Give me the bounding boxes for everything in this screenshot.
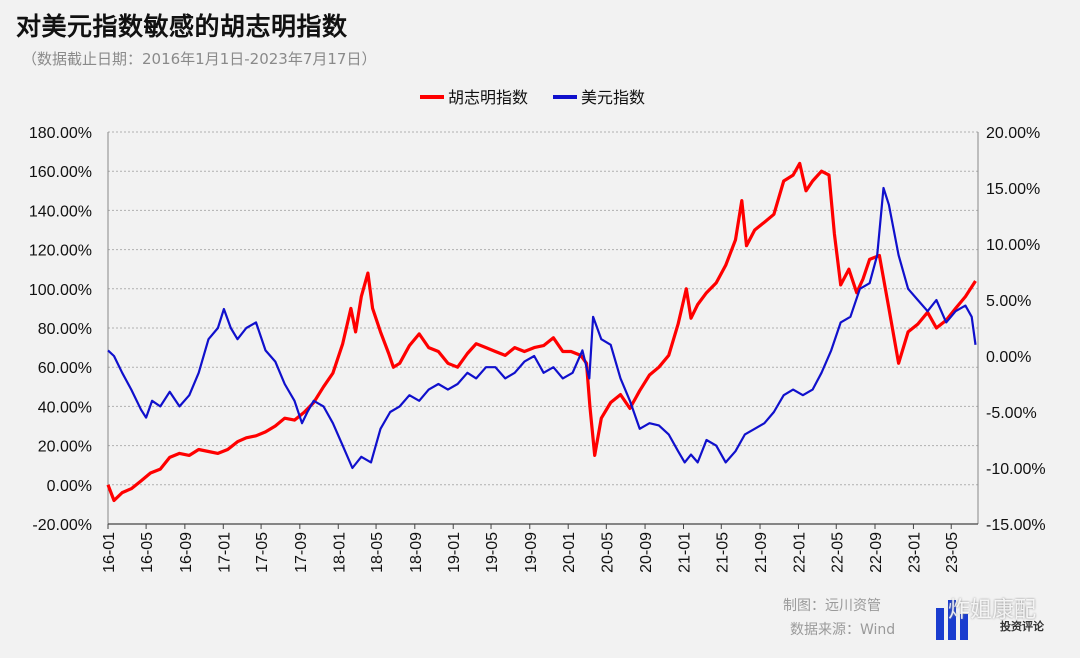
x-tick-label: 17-09 [293,532,310,573]
series-lines [106,161,977,503]
watermark-text: 炸姐康配 [948,598,1037,623]
x-tick-label: 20-09 [638,532,655,573]
x-tick-label: 19-05 [484,532,501,573]
y-right-tick-label: 20.00% [986,125,1040,142]
x-tick-label: 16-01 [101,532,118,573]
x-tick-label: 16-05 [139,532,156,573]
y-left-tick-label: 80.00% [38,321,92,338]
x-tick-label: 16-09 [178,532,195,573]
usd-index-line [107,186,977,470]
y-right-tick-label: 5.00% [986,293,1031,310]
y-left-tick-label: 160.00% [29,164,92,181]
x-tick-label: 18-09 [408,532,425,573]
legend-label: 胡志明指数 [448,88,528,107]
footer-data-source: 数据来源：Wind [790,622,896,638]
watermark-subtext: 投资评论 [1000,620,1044,633]
x-tick-label: 19-09 [523,532,540,573]
y-left-tick-label: 100.00% [29,282,92,299]
y-left-tick-label: 40.00% [38,399,92,416]
legend-label: 美元指数 [581,88,645,107]
x-tick-label: 23-01 [906,532,923,573]
x-tick-label: 22-05 [829,532,846,573]
x-tick-label: 21-09 [753,532,770,573]
x-tick-label: 18-01 [331,532,348,573]
x-tick-label: 20-05 [599,532,616,573]
x-tick-label: 18-05 [369,532,386,573]
x-tick-label: 17-05 [254,532,271,573]
x-tick-label: 21-05 [714,532,731,573]
y-left-tick-label: 20.00% [38,439,92,456]
vn-index-line [106,161,977,503]
watermark-bars-icon [936,600,968,640]
x-tick-label: 21-01 [676,532,693,573]
footer-maker-credit: 制图：远川资管 [783,598,881,614]
y-right-tick-label: 10.00% [986,237,1040,254]
x-tick-label: 22-09 [868,532,885,573]
watermark-logo: 炸姐康配 投资评论 [928,590,1058,642]
y-right-tick-label: -15.00% [986,517,1046,534]
y-left-tick-label: 0.00% [47,478,92,495]
y-right-tick-label: -5.00% [986,405,1037,422]
chart-title: 对美元指数敏感的胡志明指数 [16,12,348,41]
y-right-tick-label: -10.00% [986,461,1046,478]
x-tick-label: 19-01 [446,532,463,573]
y-left-tick-label: 180.00% [29,125,92,142]
y-right-tick-label: 0.00% [986,349,1031,366]
x-tick-label: 22-01 [791,532,808,573]
legend: 胡志明指数 美元指数 [420,88,645,107]
y-right-tick-label: 15.00% [986,181,1040,198]
x-tick-label: 23-05 [944,532,961,573]
y-left-tick-label: -20.00% [32,517,92,534]
axes: -20.00% 0.00% 20.00% 40.00% 60.00% 80.00% 100.… [29,125,1046,573]
y-left-tick-label: 120.00% [29,243,92,260]
y-left-tick-label: 60.00% [38,360,92,377]
y-left-tick-label: 140.00% [29,203,92,220]
chart-subtitle: （数据截止日期：2016年1月1日-2023年7月17日） [22,50,377,68]
x-tick-label: 17-01 [216,532,233,573]
x-tick-label: 20-01 [561,532,578,573]
grid-lines [108,131,978,486]
